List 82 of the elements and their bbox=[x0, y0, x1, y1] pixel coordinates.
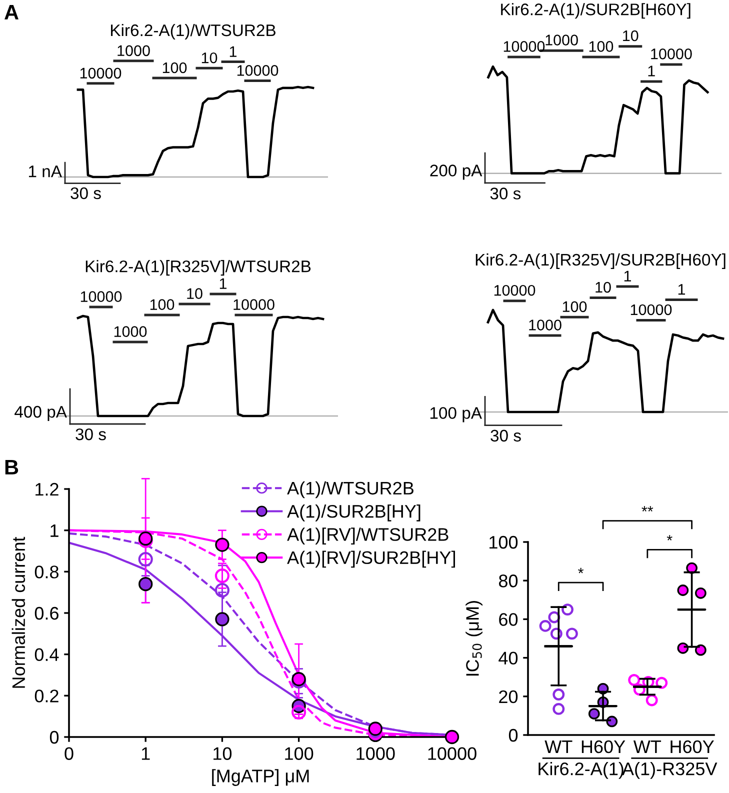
x-axis-title: [MgATP] μM bbox=[212, 769, 309, 786]
text: 10 bbox=[187, 288, 202, 299]
legend-label: A(1)/SUR2B[HY] bbox=[287, 504, 420, 522]
text: 10 bbox=[623, 30, 638, 42]
text: 1 bbox=[624, 270, 632, 282]
y-tick-label: 20 bbox=[499, 690, 518, 704]
y-tick-label: 1.2 bbox=[36, 482, 58, 496]
text: 30 s bbox=[70, 187, 101, 200]
text: 100 pA bbox=[430, 407, 482, 422]
point bbox=[215, 612, 230, 626]
x-tick-label: H60Y bbox=[670, 740, 714, 754]
text: 30 s bbox=[490, 430, 521, 442]
point bbox=[138, 576, 153, 592]
annotation: 10000 bbox=[630, 304, 672, 316]
text: 10000 bbox=[234, 299, 274, 310]
y-tick-label: 0 bbox=[508, 728, 518, 742]
annotation: 1000 bbox=[114, 326, 147, 337]
text: 30 s bbox=[76, 428, 106, 440]
x-tick-label: WT bbox=[544, 740, 572, 753]
text: 400 pA bbox=[14, 406, 67, 421]
point bbox=[214, 568, 230, 584]
text: 30 s bbox=[490, 188, 521, 200]
annotation: 1 bbox=[648, 66, 655, 76]
text: 1 bbox=[230, 46, 237, 57]
text: B bbox=[5, 460, 18, 474]
text: 100 bbox=[162, 62, 187, 74]
x-tick-label: 0 bbox=[64, 747, 74, 760]
text: 10 bbox=[596, 282, 611, 293]
chart-title: Kir6.2-A(1)[R325V]/SUR2B[H60Y] bbox=[476, 253, 726, 269]
text: 200 pA bbox=[430, 164, 482, 180]
y-tick-label: 40 bbox=[498, 652, 518, 665]
x-tick-label: 100 bbox=[285, 747, 314, 760]
text: 10000 bbox=[237, 65, 278, 76]
point bbox=[138, 552, 153, 567]
text: A bbox=[4, 5, 18, 20]
point bbox=[215, 538, 230, 552]
x-tick-label: 10000 bbox=[428, 747, 476, 760]
x-tick-label: 1 bbox=[142, 747, 150, 760]
y-tick-label: 1 bbox=[50, 524, 58, 537]
text: 1 bbox=[220, 278, 227, 289]
text: 10000 bbox=[504, 41, 545, 52]
text: A(1)-R325V bbox=[622, 762, 718, 779]
text: 1 nA bbox=[28, 166, 62, 178]
y-axis-title: Normalized current bbox=[12, 536, 26, 688]
text: ** bbox=[642, 506, 654, 512]
point bbox=[444, 730, 460, 744]
x-tick-label: H60Y bbox=[582, 740, 626, 754]
x-tick-label: WT bbox=[633, 740, 662, 753]
chart-title: Kir6.2-A(1)[R325V]/WTSUR2B bbox=[86, 260, 311, 276]
y-tick-label: 60 bbox=[499, 613, 518, 626]
point bbox=[368, 722, 382, 736]
text: 10 bbox=[202, 52, 218, 64]
text: 10000 bbox=[80, 68, 122, 79]
annotation: 1000 bbox=[529, 320, 562, 330]
text: 10000 bbox=[80, 291, 122, 302]
y-tick-label: 0.4 bbox=[34, 648, 59, 662]
legend-label: A(1)[RV]/SUR2B[HY] bbox=[287, 550, 455, 568]
y-tick-label: 0 bbox=[50, 730, 59, 744]
point bbox=[214, 582, 230, 598]
annotation: * bbox=[578, 568, 584, 574]
text: 10000 bbox=[651, 48, 692, 60]
text: 100 bbox=[150, 299, 174, 310]
y-tick-label: 0.6 bbox=[34, 606, 58, 620]
text: 1000 bbox=[118, 45, 150, 56]
annotation: 100 bbox=[562, 301, 587, 312]
x-tick-label: 10 bbox=[214, 747, 232, 760]
text: 1 bbox=[678, 284, 686, 295]
y-tick-label: 0.8 bbox=[34, 566, 58, 578]
text: 100 bbox=[589, 41, 614, 52]
text: Kir6.2-A(1) bbox=[538, 762, 624, 779]
legend-label: A(1)[RV]/WTSUR2B bbox=[287, 528, 448, 544]
text: * bbox=[666, 535, 672, 540]
y-axis-title: IC$_{50}$ (μM) bbox=[466, 601, 482, 676]
legend-label: A(1)/WTSUR2B bbox=[287, 481, 414, 498]
chart-title: Kir6.2-A(1)/SUR2B[H60Y] bbox=[501, 3, 690, 19]
x-tick-label: 1000 bbox=[356, 747, 395, 760]
y-tick-label: 80 bbox=[498, 574, 518, 588]
y-tick-label: 0.2 bbox=[34, 690, 58, 702]
chart-title: Kir6.2-A(1)/WTSUR2B bbox=[111, 24, 276, 40]
text: 1000 bbox=[546, 34, 578, 46]
y-tick-label: 100 bbox=[490, 536, 518, 549]
text: 10000 bbox=[494, 284, 536, 296]
